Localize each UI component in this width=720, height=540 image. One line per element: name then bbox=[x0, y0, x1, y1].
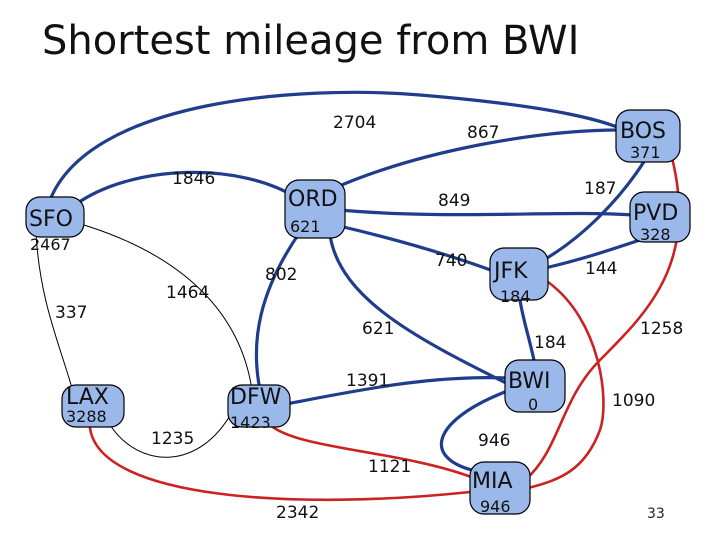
node-distance-bos: 371 bbox=[630, 143, 661, 162]
edge-weight-lax-mia: 2342 bbox=[276, 503, 319, 523]
node-distance-sfo: 2467 bbox=[30, 235, 71, 254]
node-box-bos bbox=[615, 109, 681, 163]
node-ord: ORD 621 bbox=[284, 179, 346, 239]
node-label-bos: BOS bbox=[620, 119, 666, 144]
edge-weight-jfk-bwi: 184 bbox=[534, 333, 566, 353]
node-label-dfw: DFW bbox=[230, 385, 282, 410]
edge-jfk-bwi bbox=[518, 298, 537, 367]
node-box-pvd bbox=[629, 191, 691, 243]
edge-weight-sfo-lax: 337 bbox=[55, 303, 87, 323]
edge-ord-jfk bbox=[333, 223, 498, 274]
edge-bos-jfk bbox=[538, 158, 647, 264]
node-box-ord bbox=[284, 179, 346, 239]
node-distance-pvd: 328 bbox=[640, 225, 671, 244]
edge-lax-dfw bbox=[109, 411, 233, 458]
node-distance-lax: 3288 bbox=[66, 407, 107, 426]
edge-sfo-lax bbox=[35, 233, 73, 389]
node-distance-mia: 946 bbox=[480, 497, 511, 516]
node-dfw: DFW 1423 bbox=[227, 384, 291, 432]
node-box-sfo bbox=[25, 196, 85, 238]
edge-layer bbox=[35, 90, 681, 502]
edge-weight-dfw-mia: 1121 bbox=[368, 457, 411, 477]
edge-sfo-bos bbox=[48, 90, 642, 202]
edge-sfo-ord bbox=[73, 170, 302, 207]
edge-weight-lax-dfw: 1235 bbox=[151, 429, 194, 449]
node-distance-dfw: 1423 bbox=[230, 413, 271, 432]
node-label-mia: MIA bbox=[472, 469, 513, 494]
node-label-lax: LAX bbox=[66, 385, 109, 410]
edge-weight-bos-mia: 1258 bbox=[640, 319, 683, 339]
edge-weight-ord-pvd: 849 bbox=[438, 191, 470, 211]
edge-weight-ord-jfk: 740 bbox=[435, 251, 467, 271]
edge-ord-pvd bbox=[338, 208, 634, 217]
edge-weight-bwi-mia: 946 bbox=[478, 431, 510, 451]
edge-weight-sfo-ord: 1846 bbox=[172, 169, 215, 189]
edge-weight-pvd-jfk: 144 bbox=[585, 259, 617, 279]
edge-jfk-mia bbox=[526, 280, 605, 490]
edge-weight-ord-bwi: 621 bbox=[362, 319, 394, 339]
edge-ord-dfw bbox=[254, 230, 302, 392]
node-label-ord: ORD bbox=[288, 187, 338, 212]
page-number: 33 bbox=[647, 506, 665, 522]
node-box-jfk bbox=[489, 247, 549, 301]
edge-weight-dfw-bwi: 1391 bbox=[346, 371, 389, 391]
node-distance-bwi: 0 bbox=[528, 395, 538, 414]
edge-label-layer: 2704 1846 337 1464 1235 2342 867 849 740 802 621 18… bbox=[55, 113, 683, 523]
node-mia: MIA 946 bbox=[469, 461, 531, 516]
edge-weight-bos-jfk: 187 bbox=[584, 179, 616, 199]
edge-weight-ord-dfw: 802 bbox=[265, 265, 297, 285]
node-box-mia bbox=[469, 461, 531, 515]
edge-lax-mia bbox=[88, 426, 472, 502]
node-label-sfo: SFO bbox=[29, 207, 73, 232]
edge-weight-sfo-bos: 2704 bbox=[333, 113, 376, 133]
slide-title: Shortest mileage from BWI bbox=[42, 18, 580, 64]
node-distance-ord: 621 bbox=[290, 217, 321, 236]
node-label-bwi: BWI bbox=[508, 369, 551, 394]
node-label-pvd: PVD bbox=[633, 201, 678, 226]
node-box-lax bbox=[61, 384, 125, 428]
edge-ord-bwi bbox=[328, 233, 512, 387]
node-sfo: SFO 2467 bbox=[25, 196, 85, 254]
edge-bwi-mia bbox=[439, 388, 512, 474]
node-label-jfk: JFK bbox=[492, 259, 528, 284]
edge-weight-sfo-dfw: 1464 bbox=[166, 283, 209, 303]
edge-weight-jfk-mia: 1090 bbox=[612, 391, 655, 411]
node-jfk: JFK 184 bbox=[489, 247, 549, 306]
edge-sfo-dfw bbox=[83, 224, 253, 391]
node-box-bwi bbox=[504, 359, 566, 413]
edge-ord-bos bbox=[328, 128, 622, 192]
edge-dfw-mia bbox=[268, 423, 476, 480]
edge-pvd-jfk bbox=[543, 238, 642, 270]
edge-dfw-bwi bbox=[284, 376, 510, 406]
node-box-dfw bbox=[227, 384, 291, 428]
edge-weight-ord-bos: 867 bbox=[467, 123, 499, 143]
node-distance-jfk: 184 bbox=[500, 287, 531, 306]
